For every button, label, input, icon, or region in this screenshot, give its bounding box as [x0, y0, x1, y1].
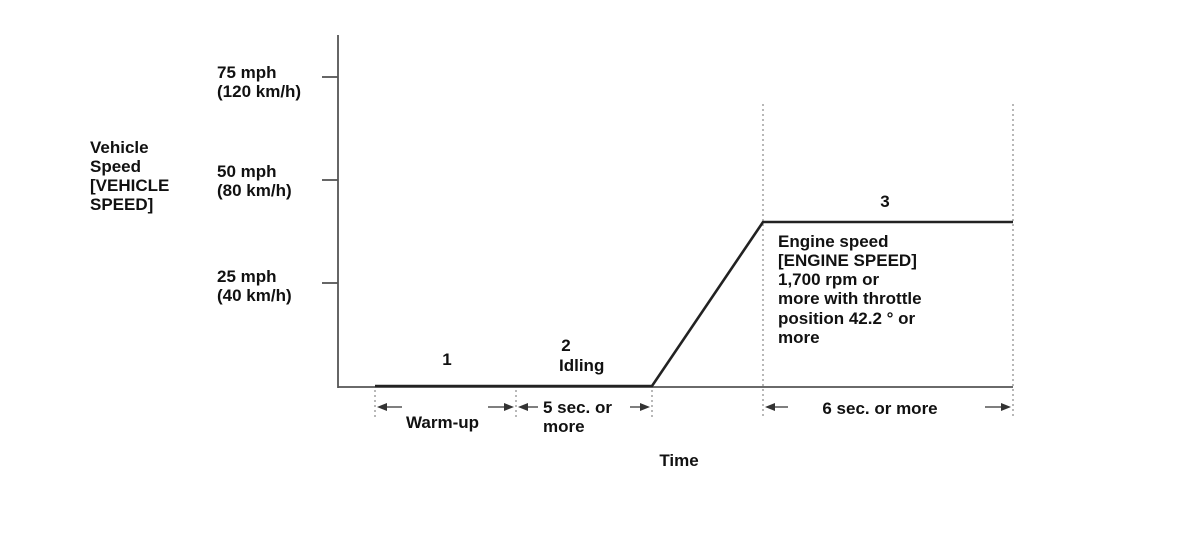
phase-3-condition: Engine speed [ENGINE SPEED] 1,700 rpm or… [778, 232, 922, 347]
y-axis-title-line: Vehicle [90, 138, 149, 157]
idle-label-line: more [543, 417, 585, 436]
y-axis-title: Vehicle Speed [VEHICLE SPEED] [90, 138, 169, 214]
warmup-arrowhead-left [377, 403, 387, 411]
phase-2-number: 2 [561, 336, 570, 355]
y-tick-label-50: 50 mph [217, 162, 277, 181]
y-tick-label-75: 75 mph [217, 63, 277, 82]
phase-1-number: 1 [442, 350, 451, 369]
idle-arrowhead-left [518, 403, 528, 411]
phase-3-line: [ENGINE SPEED] [778, 251, 917, 270]
idle-label-line: 5 sec. or [543, 398, 612, 417]
y-tick-labels: 75 mph (120 km/h) 50 mph (80 km/h) 25 mp… [217, 63, 301, 305]
y-axis-title-line: Speed [90, 157, 141, 176]
hold-duration: 6 sec. or more [765, 399, 1011, 418]
hold-arrowhead-left [765, 403, 775, 411]
speed-profile-line [375, 220, 1013, 388]
warmup-duration: Warm-up [377, 403, 514, 432]
phase-3-number: 3 [880, 192, 889, 211]
idle-arrowhead-right [640, 403, 650, 411]
phase-3-line: 1,700 rpm or [778, 270, 879, 289]
phase-3-line: more [778, 328, 820, 347]
warmup-label: Warm-up [406, 413, 479, 432]
y-axis-title-line: [VEHICLE [90, 176, 169, 195]
phase-3-line: Engine speed [778, 232, 889, 251]
phase-2-label: Idling [559, 356, 604, 375]
warmup-arrowhead-right [504, 403, 514, 411]
y-tick-label-50-kmh: (80 km/h) [217, 181, 292, 200]
idle-duration: 5 sec. or more [518, 398, 650, 436]
hold-arrowhead-right [1001, 403, 1011, 411]
y-axis-title-line: SPEED] [90, 195, 153, 214]
y-tick-label-75-kmh: (120 km/h) [217, 82, 301, 101]
x-axis-title: Time [659, 451, 698, 470]
phase-3-line: position 42.2 ° or [778, 309, 916, 328]
phase-3-line: more with throttle [778, 289, 922, 308]
y-tick-label-25-kmh: (40 km/h) [217, 286, 292, 305]
y-tick-label-25: 25 mph [217, 267, 277, 286]
hold-label: 6 sec. or more [822, 399, 937, 418]
